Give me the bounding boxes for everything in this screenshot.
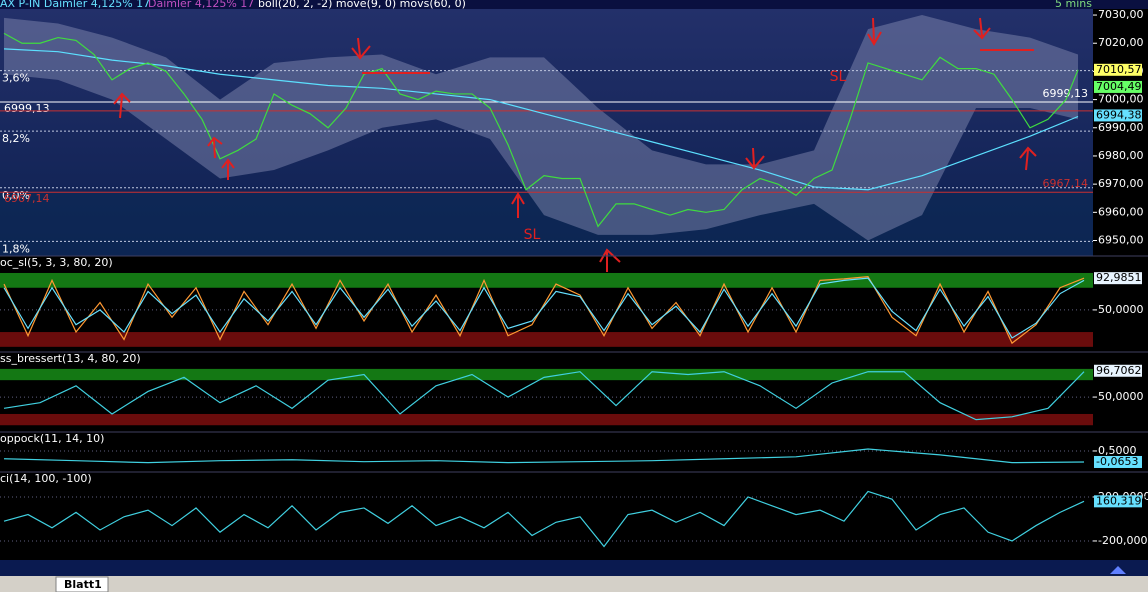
y-tick-label: 50,0000 bbox=[1098, 390, 1144, 403]
arrow bbox=[745, 147, 765, 170]
reference-label: 6999,13 bbox=[1043, 87, 1089, 100]
series-line bbox=[3, 48, 1079, 191]
y-tick-label: 7020,00 bbox=[1098, 36, 1144, 49]
series-line bbox=[4, 448, 1085, 464]
panel-title: ci(14, 100, -100) bbox=[0, 472, 92, 485]
last-value-label: 7004,49 bbox=[1096, 80, 1142, 93]
y-tick-label: 7030,00 bbox=[1098, 8, 1144, 21]
scroll-button[interactable] bbox=[1110, 566, 1126, 574]
marker-line bbox=[362, 49, 1034, 74]
y-tick-label: 6960,00 bbox=[1098, 205, 1144, 218]
last-value-label: 6994,38 bbox=[1096, 108, 1142, 121]
panel-title: ss_bressert(13, 4, 80, 20) bbox=[0, 352, 141, 365]
fib-label: 3,6% bbox=[2, 72, 30, 85]
y-tick-label: 6980,00 bbox=[1098, 149, 1144, 162]
last-value-badge bbox=[1094, 109, 1142, 122]
annotation: SL bbox=[524, 227, 541, 243]
arrow bbox=[867, 17, 882, 46]
bollinger-band bbox=[4, 15, 1079, 241]
instrument-secondary: Daimler 4,125% 17 bbox=[148, 0, 254, 10]
zone bbox=[0, 332, 1093, 347]
series-line bbox=[3, 32, 1079, 228]
last-value-badge bbox=[1094, 495, 1142, 508]
last-value-badge bbox=[1094, 364, 1142, 377]
last-value-label: 160,3195 bbox=[1096, 494, 1148, 507]
y-tick-label: 7000,00 bbox=[1098, 93, 1144, 106]
arrow bbox=[207, 136, 223, 159]
instrument: AX P-IN Daimler 4,125% 17 bbox=[0, 0, 150, 10]
panel-title: oppock(11, 14, 10) bbox=[0, 432, 104, 445]
annotation: SL bbox=[830, 69, 847, 85]
sheet-tab-label[interactable]: Blatt1 bbox=[64, 578, 102, 591]
series-line bbox=[3, 277, 1085, 339]
last-value-label: -0,0653 bbox=[1096, 455, 1138, 468]
y-tick-label: 6990,00 bbox=[1098, 121, 1144, 134]
period: 5 mins bbox=[1055, 0, 1092, 10]
y-tick-label: 6950,00 bbox=[1098, 234, 1144, 247]
zone bbox=[0, 272, 1093, 288]
y-tick-label: 50,0000 bbox=[1098, 303, 1144, 316]
series-line bbox=[3, 276, 1085, 345]
last-value-label: 96,7062 bbox=[1096, 364, 1142, 377]
reference-label: 6967,14 bbox=[4, 192, 50, 205]
arrow bbox=[113, 92, 131, 119]
zone bbox=[0, 413, 1093, 426]
arrow bbox=[221, 158, 235, 180]
tab-bar bbox=[0, 576, 1148, 592]
series-line bbox=[3, 490, 1085, 548]
reference-label: 6999,13 bbox=[4, 102, 50, 115]
last-value-badge bbox=[1094, 80, 1142, 93]
y-tick-label: 0,5000 bbox=[1098, 444, 1137, 457]
arrow bbox=[351, 37, 371, 60]
arrow bbox=[511, 192, 525, 218]
sheet-tab[interactable] bbox=[55, 576, 109, 592]
last-value-label: 7010,57 bbox=[1096, 63, 1142, 76]
reference-label: 6967,14 bbox=[1043, 177, 1089, 190]
price-lower-zone bbox=[0, 193, 1093, 256]
y-tick-label: 6970,00 bbox=[1098, 177, 1144, 190]
arrow bbox=[973, 17, 991, 40]
header-bar bbox=[0, 0, 1148, 9]
time-axis bbox=[0, 560, 1148, 576]
last-value-badge bbox=[1094, 272, 1142, 285]
panel-title: oc_sl(5, 3, 3, 80, 20) bbox=[0, 256, 113, 269]
indicator-list: boll(20, 2, -2) move(9, 0) movs(60, 0) bbox=[258, 0, 466, 10]
arrow bbox=[1019, 146, 1037, 171]
arrow bbox=[599, 248, 621, 272]
y-tick-label: -200,0000 bbox=[1098, 534, 1148, 547]
last-value-badge bbox=[1094, 63, 1142, 76]
fib-label: 8,2% bbox=[2, 132, 30, 145]
fib-label: 1,8% bbox=[2, 242, 30, 255]
last-value-label: 92,9851 bbox=[1096, 271, 1142, 284]
series-line bbox=[3, 371, 1085, 421]
zone bbox=[0, 368, 1093, 381]
last-value-badge bbox=[1094, 455, 1142, 468]
hand-annotations bbox=[113, 17, 1037, 272]
